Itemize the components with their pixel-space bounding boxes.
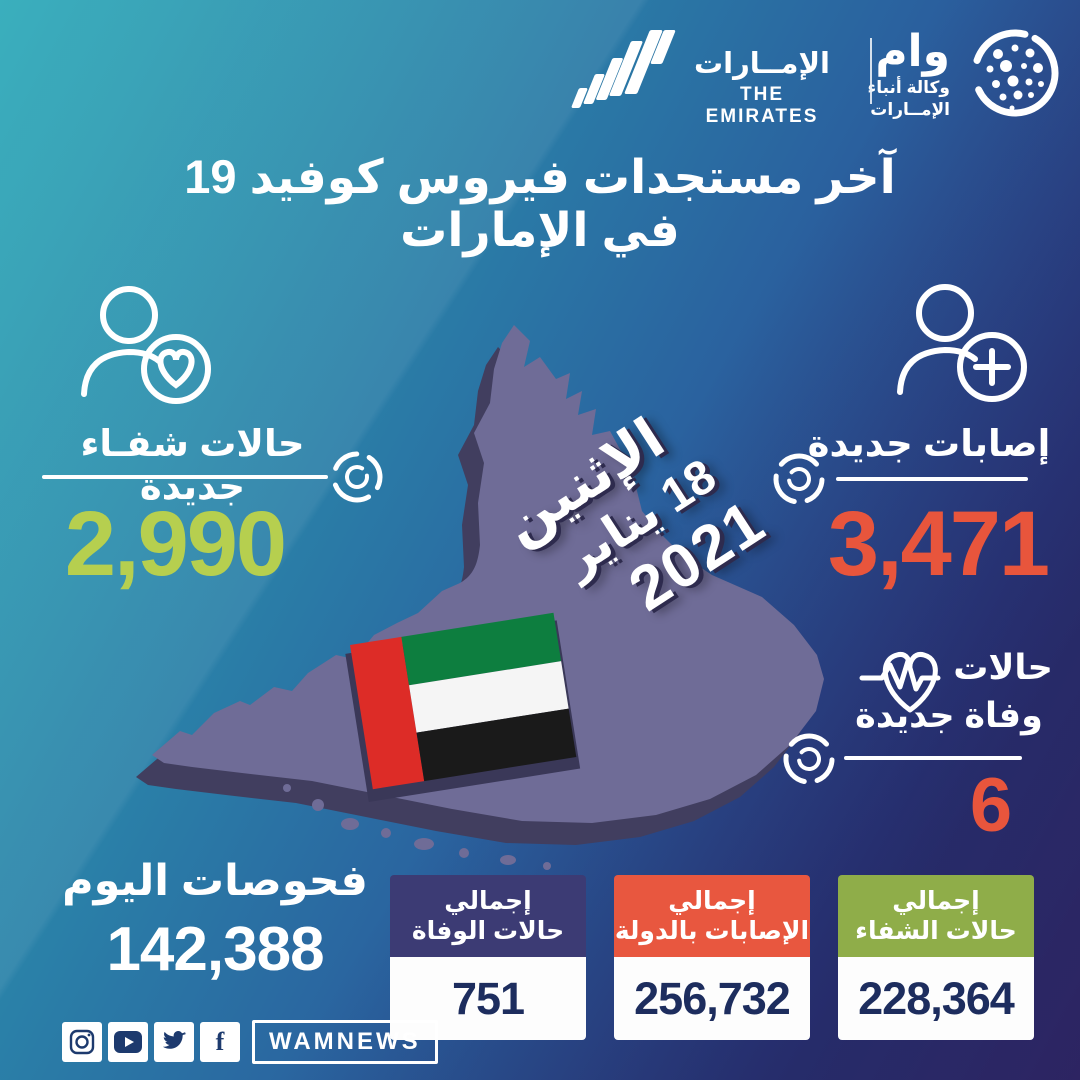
total-infections-value: 256,732 (614, 957, 810, 1040)
emirates-brush-icon (570, 30, 685, 110)
total-recoveries-label-line1: إجمالي (892, 886, 980, 915)
wam-logo-sub2: الإمــارات (870, 100, 950, 119)
wam-logo-name: وام (875, 27, 951, 76)
total-recoveries-value: 228,364 (838, 957, 1034, 1040)
instagram-icon[interactable] (62, 1022, 102, 1062)
heart-pulse-icon (858, 638, 958, 716)
total-infections-label-line2: الإصابات بالدولة (614, 917, 810, 945)
total-deaths-box: إجمالي حالات الوفاة 751 (390, 875, 586, 1040)
infected-person-icon (888, 280, 1038, 405)
total-recoveries-label-line2: حالات الشفاء (855, 917, 1017, 945)
emirates-logo-text: الإمــارات THE EMIRATES (682, 48, 842, 128)
tests-value: 142,388 (106, 915, 324, 984)
wam-logo-sub1: وكالة أنباء (867, 78, 950, 97)
wam-logo-text: وام وكالة أنباء الإمــارات (850, 27, 951, 119)
youtube-icon[interactable] (108, 1022, 148, 1062)
deaths-label-line1: حالات (953, 648, 1053, 687)
tests-label: فحوصات اليوم (62, 857, 368, 905)
logo-divider (870, 38, 872, 104)
deaths-value: 6 (969, 763, 1012, 848)
page-title: آخر مستجدات فيروس كوفيد 19 في الإمارات (0, 150, 1080, 256)
deaths-virus-icon (780, 730, 838, 788)
social-handle[interactable]: WAMNEWS (252, 1020, 438, 1064)
infections-value: 3,471 (827, 493, 1050, 595)
twitter-icon[interactable] (154, 1022, 194, 1062)
total-deaths-value: 751 (390, 957, 586, 1040)
social-bar: f WAMNEWS (62, 1020, 438, 1064)
total-deaths-label-line2: حالات الوفاة (411, 917, 565, 945)
total-infections-label-line1: إجمالي (668, 886, 756, 915)
recoveries-label: حالات شفـاء جديدة (80, 423, 305, 507)
recovered-person-icon (72, 282, 222, 407)
recoveries-divider (42, 475, 328, 479)
title-line1: آخر مستجدات فيروس كوفيد 19 (184, 150, 896, 203)
wam-globe-icon (968, 26, 1062, 120)
infections-label: إصابات جديدة (807, 423, 1051, 464)
emirates-logo-english: THE EMIRATES (705, 84, 819, 128)
deaths-label-line2: وفاة جديدة (855, 696, 1043, 735)
total-recoveries-header: إجمالي حالات الشفاء (838, 875, 1034, 957)
total-deaths-label-line1: إجمالي (444, 886, 532, 915)
infections-virus-icon (770, 450, 828, 508)
recoveries-value: 2,990 (64, 493, 287, 595)
facebook-icon[interactable]: f (200, 1022, 240, 1062)
total-deaths-header: إجمالي حالات الوفاة (390, 875, 586, 957)
uae-flag (345, 612, 581, 802)
map-islands (283, 784, 551, 870)
recoveries-virus-icon (328, 448, 386, 506)
total-infections-box: إجمالي الإصابات بالدولة 256,732 (614, 875, 810, 1040)
title-line2: في الإمارات (400, 203, 680, 257)
total-infections-header: إجمالي الإصابات بالدولة (614, 875, 810, 957)
deaths-divider (844, 756, 1022, 760)
emirates-logo-arabic: الإمــارات (694, 48, 830, 80)
infections-divider (836, 477, 1028, 481)
uae-map (122, 283, 897, 878)
total-recoveries-box: إجمالي حالات الشفاء 228,364 (838, 875, 1034, 1040)
